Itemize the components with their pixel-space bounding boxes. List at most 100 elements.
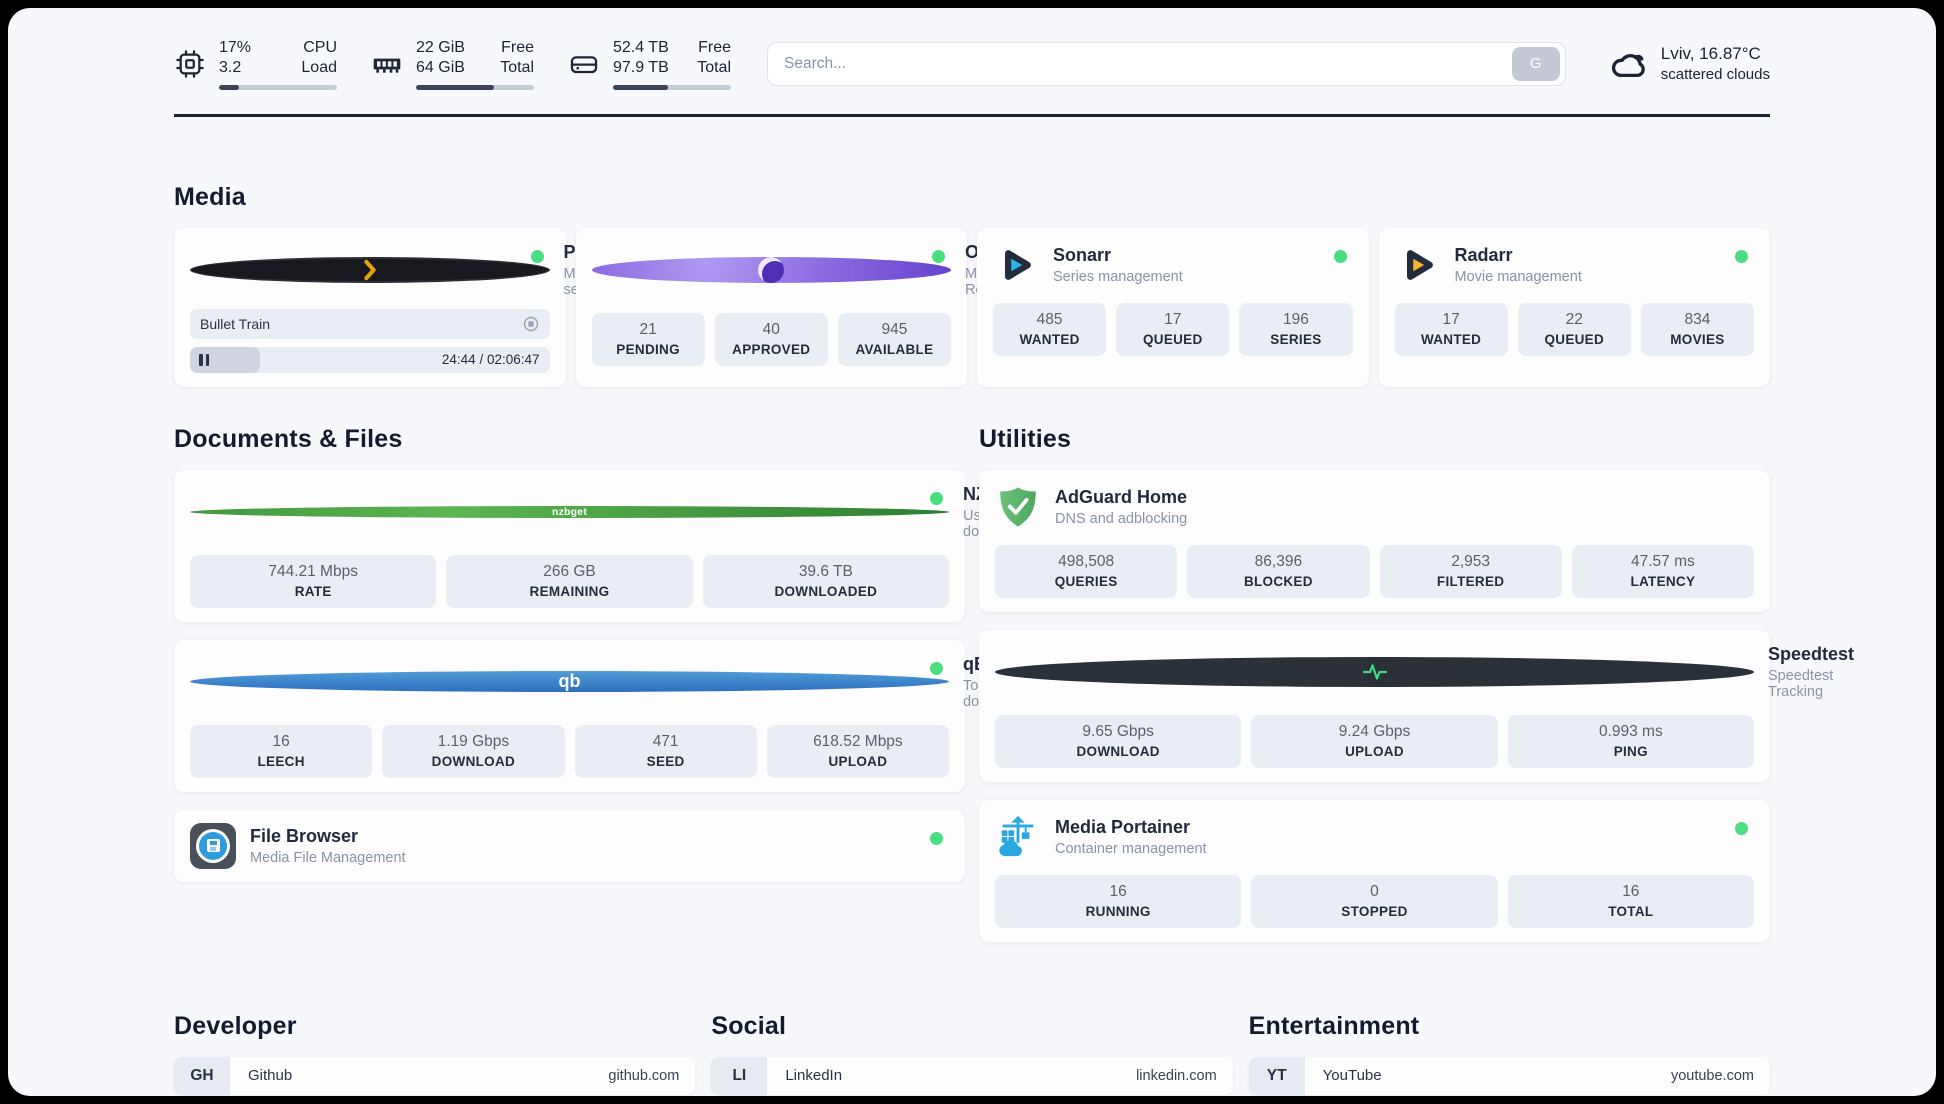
- stat-box: 618.52 Mbps UPLOAD: [766, 724, 949, 778]
- app-card-sonarr[interactable]: Sonarr Series management 485 WANTED 17 Q…: [977, 227, 1369, 387]
- header-divider: [174, 113, 1770, 117]
- status-dot: [1333, 249, 1347, 263]
- now-playing-title: Bullet Train: [200, 315, 271, 332]
- search-input[interactable]: [784, 54, 1512, 73]
- bookmark-youtube[interactable]: YT YouTube youtube.com: [1248, 1056, 1770, 1095]
- stat-box: 39.6 TB DOWNLOADED: [702, 554, 949, 608]
- disk-labels: Free Total: [697, 39, 731, 77]
- memory-stat: 22 GiB 64 GiB Free Total: [371, 38, 534, 90]
- status-dot: [932, 249, 945, 263]
- app-title: Sonarr: [1053, 244, 1112, 265]
- stat-box: 498,508 QUERIES: [995, 544, 1178, 598]
- system-stats: 17% 3.2 CPU Load: [174, 38, 731, 90]
- app-title: Media Portainer: [1055, 816, 1191, 837]
- section-title-developer: Developer: [174, 1011, 297, 1040]
- weather-widget: Lviv, 16.87°C scattered clouds: [1606, 43, 1770, 85]
- overseerr-icon: [591, 256, 951, 283]
- pause-icon[interactable]: [199, 353, 209, 366]
- bookmark-domain: github.com: [608, 1067, 680, 1084]
- bookmark-github[interactable]: GH Github github.com: [174, 1056, 696, 1095]
- bookmark-domain: youtube.com: [1670, 1067, 1754, 1084]
- stop-circle-icon[interactable]: [522, 315, 540, 333]
- stat-box: 471 SEED: [574, 724, 757, 778]
- utilities-column: Utilities AdGuard Home: [979, 387, 1854, 960]
- stat-box: 17 WANTED: [1394, 302, 1508, 356]
- memory-progress-bar: [416, 84, 534, 90]
- playback-time: 24:44 / 02:06:47: [441, 351, 540, 367]
- weather-location: Lviv, 16.87°C: [1660, 44, 1761, 64]
- bookmark-badge: GH: [174, 1056, 230, 1095]
- status-dot: [930, 491, 943, 505]
- cpu-icon: [174, 48, 206, 80]
- bookmark-domain: linkedin.com: [1136, 1067, 1217, 1084]
- app-card-speedtest[interactable]: Speedtest Speedtest Tracking 9.65 Gbps D…: [979, 629, 1854, 782]
- status-dot: [930, 661, 943, 675]
- app-subtitle: DNS and adblocking: [1055, 510, 1188, 527]
- app-card-overseerr[interactable]: Overseerr Media Requests 21 PENDING 40 A…: [575, 227, 1050, 387]
- cpu-values: 17% 3.2: [219, 39, 252, 77]
- sonarr-icon: [993, 242, 1039, 288]
- radarr-icon: [1395, 242, 1441, 288]
- filebrowser-icon: [190, 822, 236, 869]
- media-card-grid: Plex Media server Bullet Train 24:44 / 0…: [174, 227, 1770, 387]
- app-card-nzbget[interactable]: nzbget NZBGet Usenet downloader 744.21 M…: [174, 469, 1038, 622]
- app-card-qbittorrent[interactable]: qb qBittorrent Torrent downloader 16 LEE…: [174, 639, 1056, 792]
- status-dot: [530, 249, 544, 263]
- section-title-utilities: Utilities: [979, 424, 1072, 453]
- stat-box: 16 RUNNING: [995, 874, 1242, 928]
- plex-icon: [190, 256, 550, 283]
- stat-box: 47.57 ms LATENCY: [1571, 544, 1754, 598]
- bookmark-name: YouTube: [1322, 1067, 1382, 1085]
- app-card-adguard[interactable]: AdGuard Home DNS and adblocking 498,508 …: [979, 469, 1770, 612]
- stat-box: 945 AVAILABLE: [837, 312, 952, 366]
- stat-box: 1.19 Gbps DOWNLOAD: [382, 724, 565, 778]
- cpu-labels: CPU Load: [301, 39, 337, 77]
- stat-box: 485 WANTED: [993, 302, 1107, 356]
- documents-column: Documents & Files nzbget NZBGet Usenet d…: [174, 387, 1056, 900]
- app-card-radarr[interactable]: Radarr Movie management 17 WANTED 22 QUE…: [1378, 227, 1770, 387]
- speedtest-icon: [995, 656, 1754, 687]
- stat-box: 16 LEECH: [190, 724, 373, 778]
- app-card-portainer[interactable]: Media Portainer Container management 16 …: [979, 799, 1770, 942]
- app-title: AdGuard Home: [1055, 486, 1188, 507]
- bookmark-name: LinkedIn: [785, 1067, 843, 1085]
- search-engine-button[interactable]: G: [1511, 46, 1560, 81]
- entertainment-links-column: Entertainment YT YouTube youtube.com NF …: [1248, 1011, 1770, 1096]
- cpu-stat: 17% 3.2 CPU Load: [174, 38, 337, 90]
- weather-condition: scattered clouds: [1660, 66, 1770, 84]
- social-links-column: Social LI LinkedIn linkedin.com TW Twitt…: [711, 1011, 1233, 1096]
- app-card-filebrowser[interactable]: File Browser Media File Management: [174, 809, 965, 882]
- stat-box: 21 PENDING: [591, 312, 705, 366]
- ram-icon: [371, 48, 403, 80]
- app-title: Speedtest: [1768, 643, 1855, 664]
- memory-values: 22 GiB 64 GiB: [416, 39, 465, 77]
- disk-values: 52.4 TB 97.9 TB: [613, 39, 669, 77]
- section-title-entertainment: Entertainment: [1248, 1011, 1420, 1040]
- app-card-plex[interactable]: Plex Media server Bullet Train 24:44 / 0…: [174, 227, 604, 387]
- app-subtitle: Media File Management: [250, 849, 406, 866]
- disk-stat: 52.4 TB 97.9 TB Free Total: [568, 38, 731, 90]
- status-dot: [1735, 249, 1748, 263]
- stat-box: 86,396 BLOCKED: [1187, 544, 1370, 598]
- header-bar: 17% 3.2 CPU Load: [174, 8, 1770, 90]
- memory-labels: Free Total: [500, 39, 534, 77]
- bookmark-linkedin[interactable]: LI LinkedIn linkedin.com: [711, 1056, 1233, 1095]
- stat-box: 9.24 Gbps UPLOAD: [1251, 714, 1498, 768]
- stat-box: 2,953 FILTERED: [1379, 544, 1562, 598]
- search-bar: G: [767, 41, 1566, 86]
- developer-links-column: Developer GH Github github.com SO StackO…: [174, 1011, 696, 1096]
- cloud-icon: [1606, 43, 1648, 85]
- nzbget-icon: nzbget: [190, 505, 949, 518]
- qbittorrent-icon: qb: [190, 671, 949, 693]
- stat-box: 744.21 Mbps RATE: [190, 554, 437, 608]
- section-title-social: Social: [711, 1011, 787, 1040]
- hard-drive-icon: [568, 48, 600, 80]
- portainer-icon: [995, 814, 1041, 860]
- bookmark-badge: LI: [711, 1056, 768, 1095]
- status-dot: [1735, 821, 1748, 835]
- stat-box: 9.65 Gbps DOWNLOAD: [995, 714, 1242, 768]
- now-playing-row: Bullet Train: [190, 308, 550, 339]
- playback-progress: 24:44 / 02:06:47: [190, 346, 550, 373]
- stat-box: 834 MOVIES: [1640, 302, 1755, 356]
- stat-box: 0 STOPPED: [1251, 874, 1498, 928]
